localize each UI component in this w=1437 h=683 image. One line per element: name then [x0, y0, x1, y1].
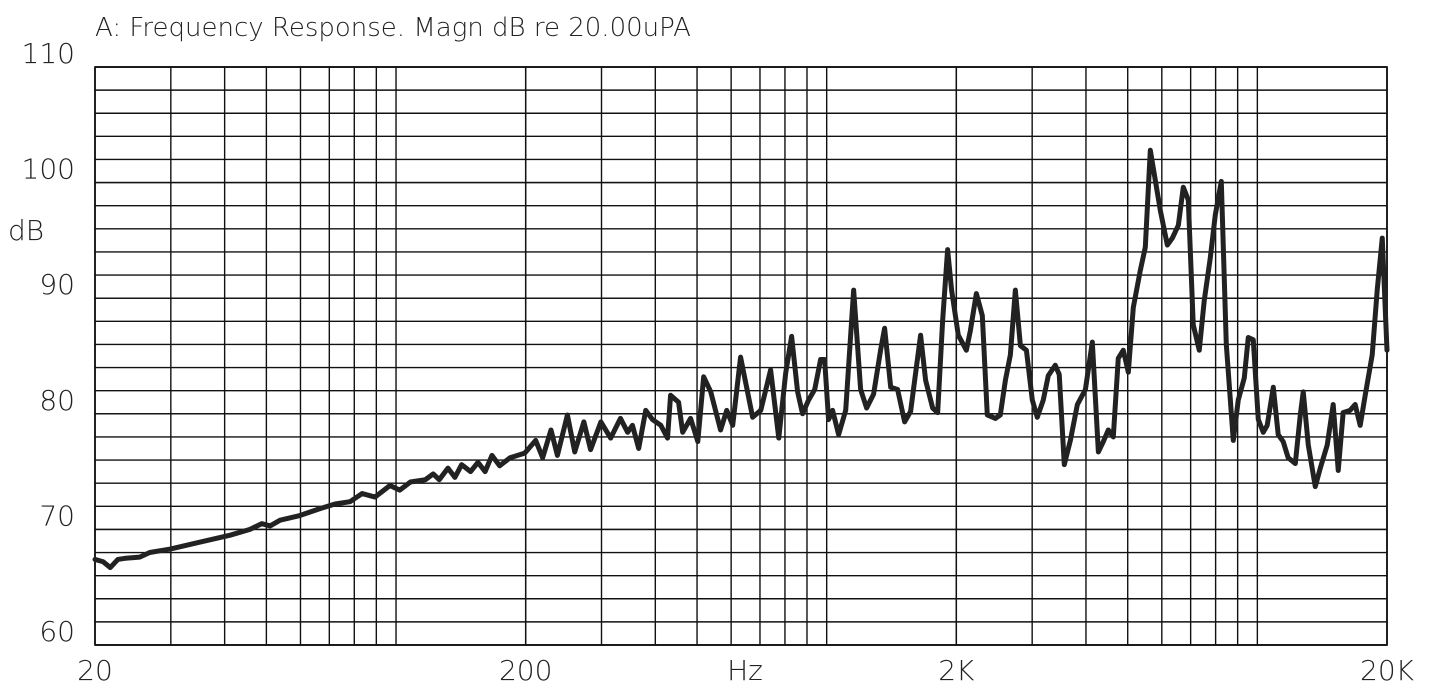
x-tick-label: 20	[77, 654, 113, 683]
y-tick-label: 60	[39, 615, 75, 648]
y-tick-label: 80	[39, 384, 75, 417]
x-tick-label: 20K	[1360, 654, 1415, 683]
x-axis-label: Hz	[727, 654, 763, 683]
x-tick-label: 200	[499, 654, 552, 683]
data-line	[92, 147, 1390, 571]
plot-frame	[94, 66, 1388, 646]
plot	[92, 147, 1390, 571]
y-tick-label: 70	[39, 499, 75, 532]
y-axis-label: dB	[8, 214, 44, 247]
y-tick-label: 110	[22, 37, 75, 70]
tick-labels: 60 70 80 90 100 110 20 200 2K 20K	[22, 37, 1415, 683]
chart-title: A: Frequency Response. Magn dB re 20.00u…	[95, 13, 691, 43]
y-tick-label: 90	[39, 268, 75, 301]
y-tick-label: 100	[22, 153, 75, 186]
x-tick-label: 2K	[938, 654, 975, 683]
